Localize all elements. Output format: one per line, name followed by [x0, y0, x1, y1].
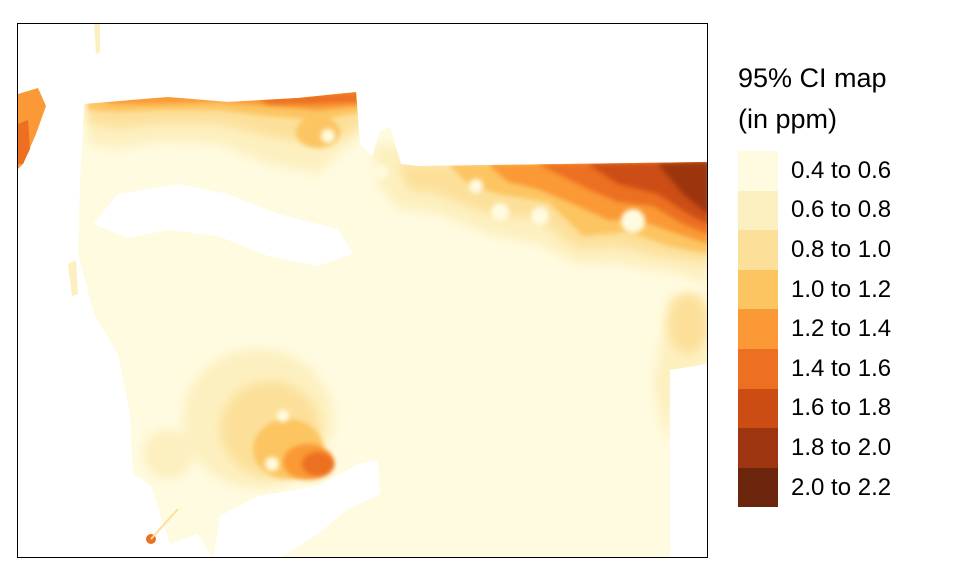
legend-swatch [738, 388, 778, 429]
legend-item: 1.6 to 1.8 [738, 388, 892, 429]
legend-item: 1.4 to 1.6 [738, 348, 892, 389]
legend-classes: 0.4 to 0.6 0.6 to 0.8 0.8 to 1.0 1.0 to 1.2… [738, 151, 892, 508]
legend-label: 1.6 to 1.8 [791, 394, 892, 422]
legend-item: 0.8 to 1.0 [738, 230, 891, 270]
legend-label: 1.0 to 1.2 [791, 275, 892, 303]
legend-title: 95% CI map (in ppm) [738, 58, 891, 140]
legend-swatch [738, 269, 778, 310]
legend-swatch [738, 151, 778, 191]
legend-swatch [738, 348, 778, 389]
legend-item: 0.4 to 0.6 [738, 151, 891, 191]
legend-label: 0.8 to 1.0 [791, 235, 892, 263]
land-surface [78, 92, 707, 557]
legend-label: 0.4 to 0.6 [791, 156, 892, 184]
legend-swatch [738, 230, 778, 270]
legend-swatch [738, 428, 778, 468]
legend-label: 1.4 to 1.6 [791, 354, 892, 382]
legend-title-line1: 95% CI map [738, 63, 887, 93]
legend-swatch [738, 190, 778, 231]
legend: 95% CI map (in ppm) 0.4 to 0.6 0.6 to 0.8… [738, 58, 892, 508]
ci-raster-map [18, 24, 707, 557]
map-panel[interactable] [17, 23, 708, 558]
legend-label: 1.8 to 2.0 [791, 433, 892, 461]
legend-item: 0.6 to 0.8 [738, 190, 892, 231]
legend-item: 1.0 to 1.2 [738, 269, 892, 310]
coastal-islands [18, 24, 179, 544]
legend-item: 1.8 to 2.0 [738, 428, 891, 468]
legend-swatch [738, 309, 778, 349]
legend-swatch [738, 467, 778, 508]
legend-item: 1.2 to 1.4 [738, 309, 891, 349]
legend-label: 0.6 to 0.8 [791, 196, 892, 224]
legend-title-line2: (in ppm) [738, 104, 838, 134]
legend-item: 2.0 to 2.2 [738, 467, 892, 508]
legend-label: 2.0 to 2.2 [791, 473, 892, 501]
legend-label: 1.2 to 1.4 [791, 315, 892, 343]
